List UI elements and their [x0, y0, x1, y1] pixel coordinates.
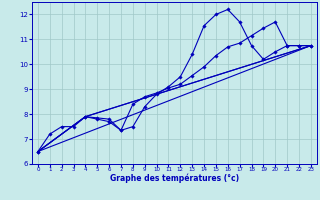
- X-axis label: Graphe des températures (°c): Graphe des températures (°c): [110, 174, 239, 183]
